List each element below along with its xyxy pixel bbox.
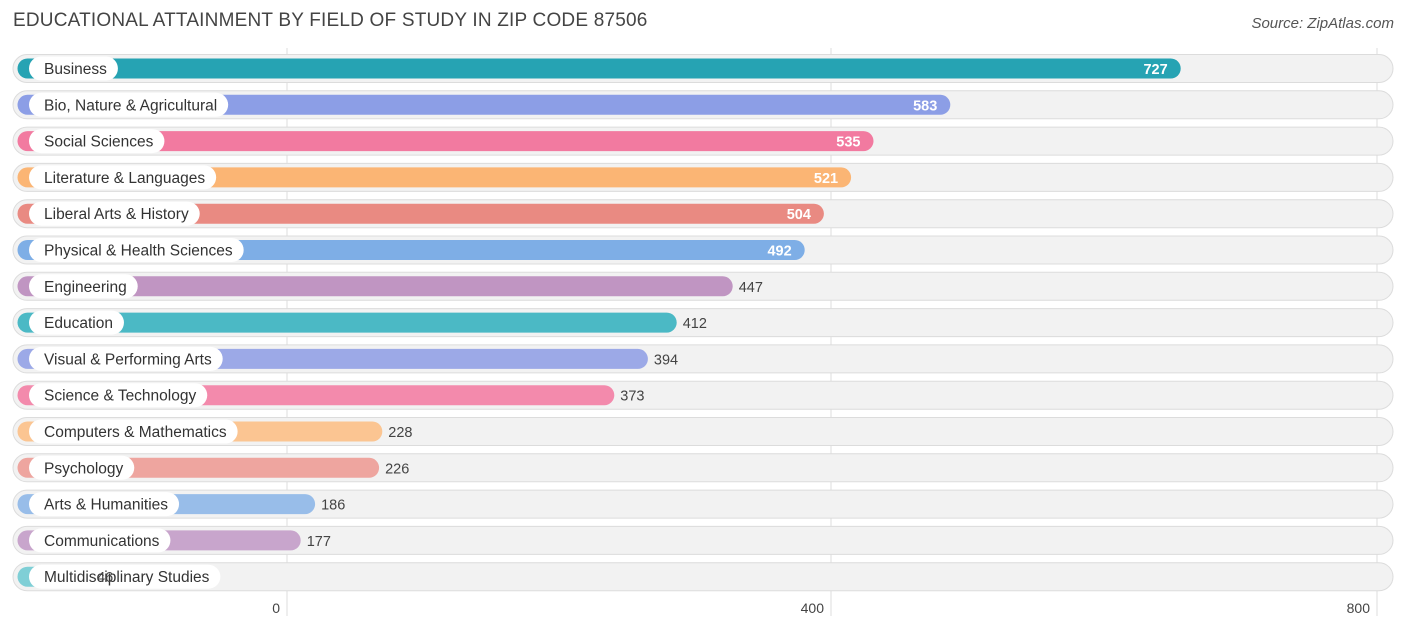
x-tick-label: 0	[272, 600, 280, 616]
chart-source: Source: ZipAtlas.com	[1251, 15, 1394, 32]
category-label-pill	[29, 310, 124, 335]
category-label-pill	[29, 238, 244, 262]
bar-row: Science & Technology 373	[12, 380, 1394, 410]
value-label: 226	[385, 461, 409, 477]
value-label: 373	[620, 389, 644, 405]
x-axis: 0 400 800	[272, 600, 1370, 616]
category-label: Visual & Performing Arts	[44, 351, 212, 368]
x-tick-label: 400	[801, 600, 825, 616]
value-label: 535	[836, 135, 860, 151]
category-label: Business	[44, 61, 107, 78]
category-label: Liberal Arts & History	[44, 206, 189, 223]
category-label-pill	[29, 201, 200, 226]
category-label-pill	[29, 274, 138, 299]
category-label-pill	[29, 455, 135, 480]
category-label-pill	[29, 419, 238, 444]
bar[interactable]	[17, 312, 677, 333]
bar[interactable]	[17, 276, 733, 297]
category-label: Bio, Nature & Agricultural	[44, 97, 217, 114]
value-label: 727	[1143, 62, 1167, 78]
category-label: Engineering	[44, 279, 127, 296]
bar-row: Physical & Health Sciences 492	[12, 235, 1394, 265]
category-label: Literature & Languages	[44, 170, 205, 187]
category-label: Multidisciplinary Studies	[44, 569, 210, 586]
bar[interactable]	[17, 58, 1181, 79]
category-label: Computers & Mathematics	[44, 424, 227, 441]
bar-row: Liberal Arts & History 504	[12, 199, 1394, 229]
value-label: 412	[683, 316, 707, 332]
value-label: 504	[787, 207, 811, 223]
category-label-pill	[29, 383, 208, 408]
category-label: Education	[44, 315, 113, 332]
category-label-pill	[29, 92, 229, 117]
bar-row: Education 412	[12, 308, 1394, 338]
category-label-pill	[29, 346, 223, 371]
bar-row: Social Sciences 535	[12, 126, 1394, 156]
bar-row: Engineering 447	[12, 271, 1394, 301]
value-label: 521	[814, 171, 838, 187]
value-label: 228	[388, 425, 412, 441]
category-label-pill	[29, 528, 171, 553]
category-label: Arts & Humanities	[44, 497, 168, 514]
category-label-pill	[29, 56, 118, 81]
category-label: Physical & Health Sciences	[44, 243, 233, 260]
category-label-pill	[29, 492, 180, 517]
bar-row: Bio, Nature & Agricultural 583	[12, 90, 1394, 120]
bar[interactable]	[17, 203, 824, 224]
x-tick-label: 800	[1347, 600, 1371, 616]
bar-track	[12, 562, 1394, 592]
value-label: 46	[97, 570, 113, 586]
bar[interactable]	[17, 94, 951, 115]
value-label: 492	[767, 244, 791, 260]
chart-title: EDUCATIONAL ATTAINMENT BY FIELD OF STUDY…	[13, 10, 648, 31]
bar-row: Visual & Performing Arts 394	[12, 344, 1394, 374]
category-label-pill	[29, 165, 217, 190]
bar-row: Literature & Languages 521	[12, 162, 1394, 192]
category-label: Communications	[44, 533, 160, 550]
bar[interactable]	[17, 131, 874, 152]
bar-row: Business 727	[12, 54, 1394, 83]
bar-row: Communications 177	[12, 525, 1394, 555]
bar-row: Arts & Humanities 186	[12, 489, 1394, 519]
category-label: Social Sciences	[44, 134, 154, 151]
category-label: Science & Technology	[44, 388, 196, 405]
value-label: 394	[654, 352, 678, 368]
bar[interactable]	[17, 167, 852, 188]
bar-row: Psychology 226	[12, 453, 1394, 483]
value-label: 186	[321, 498, 345, 514]
bar-track	[12, 489, 1394, 519]
category-label: Psychology	[44, 460, 124, 477]
value-label: 177	[307, 534, 331, 550]
value-label: 583	[913, 98, 937, 114]
bar-row: Computers & Mathematics 228	[12, 417, 1394, 446]
category-label-pill	[29, 564, 221, 589]
value-label: 447	[739, 280, 763, 296]
bar-track	[12, 525, 1394, 555]
bar-rows: Business 727 Bio, Nature & Agricultural 583…	[12, 54, 1394, 592]
category-label-pill	[29, 129, 165, 154]
